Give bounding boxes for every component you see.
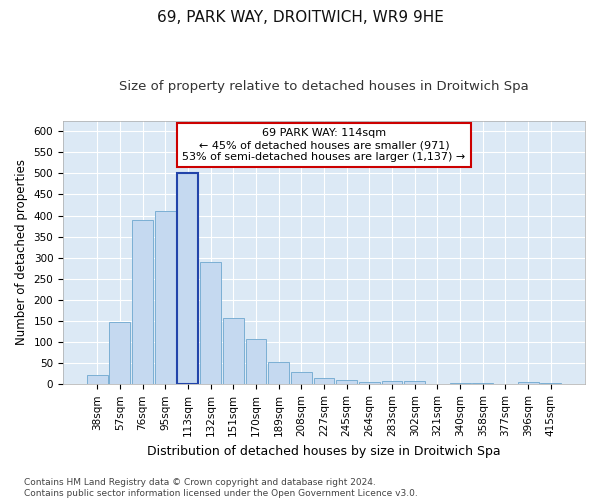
- Bar: [245, 338, 266, 384]
- Text: 69 PARK WAY: 114sqm
← 45% of detached houses are smaller (971)
53% of semi-detac: 69 PARK WAY: 114sqm ← 45% of detached ho…: [182, 128, 466, 162]
- Bar: [87, 375, 107, 384]
- Bar: [200, 262, 221, 384]
- Bar: [132, 220, 153, 384]
- Text: Contains HM Land Registry data © Crown copyright and database right 2024.
Contai: Contains HM Land Registry data © Crown c…: [24, 478, 418, 498]
- Bar: [404, 380, 425, 384]
- Bar: [541, 383, 561, 384]
- X-axis label: Distribution of detached houses by size in Droitwich Spa: Distribution of detached houses by size …: [147, 444, 501, 458]
- Bar: [178, 174, 199, 384]
- Bar: [336, 380, 357, 384]
- Bar: [155, 212, 176, 384]
- Text: 69, PARK WAY, DROITWICH, WR9 9HE: 69, PARK WAY, DROITWICH, WR9 9HE: [157, 10, 443, 25]
- Bar: [291, 372, 312, 384]
- Bar: [472, 383, 493, 384]
- Bar: [223, 318, 244, 384]
- Bar: [449, 382, 470, 384]
- Title: Size of property relative to detached houses in Droitwich Spa: Size of property relative to detached ho…: [119, 80, 529, 93]
- Bar: [109, 322, 130, 384]
- Bar: [268, 362, 289, 384]
- Bar: [359, 382, 380, 384]
- Bar: [382, 381, 403, 384]
- Y-axis label: Number of detached properties: Number of detached properties: [15, 160, 28, 346]
- Bar: [518, 382, 539, 384]
- Bar: [314, 378, 334, 384]
